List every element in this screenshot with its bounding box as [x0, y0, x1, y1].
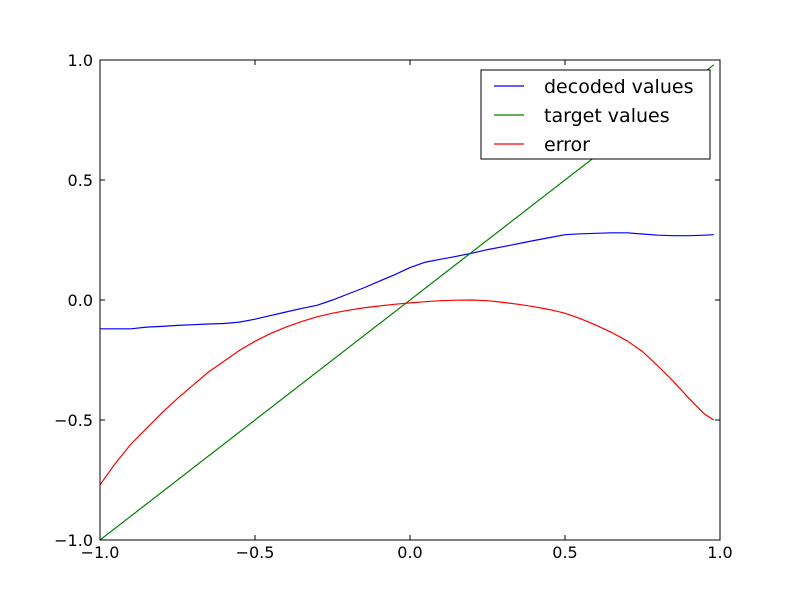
x-tick-label: −0.5	[236, 543, 275, 562]
legend-label-0: decoded values	[544, 76, 693, 98]
x-tick-label: 0.0	[397, 543, 422, 562]
legend: decoded values target values error	[480, 69, 711, 160]
legend-label-1: target values	[544, 105, 670, 127]
axis-ticks: −1.0 −0.5 0.0 0.5 1.0 −1.0 −0.5 0.0 0.5 1.0	[54, 51, 733, 562]
series-line-2	[99, 299, 715, 486]
x-tick-label: 0.5	[552, 543, 577, 562]
y-tick-label: −0.5	[54, 411, 93, 430]
plot-frame	[99, 59, 721, 541]
y-tick-label: 0.0	[68, 291, 93, 310]
y-tick-label: 1.0	[68, 51, 93, 70]
y-tick-label: −1.0	[54, 531, 93, 550]
x-tick-label: 1.0	[707, 543, 732, 562]
legend-label-2: error	[544, 134, 590, 156]
series-line-0	[100, 232, 714, 330]
x-tick-label: −1.0	[81, 543, 120, 562]
y-tick-label: 0.5	[68, 171, 93, 190]
